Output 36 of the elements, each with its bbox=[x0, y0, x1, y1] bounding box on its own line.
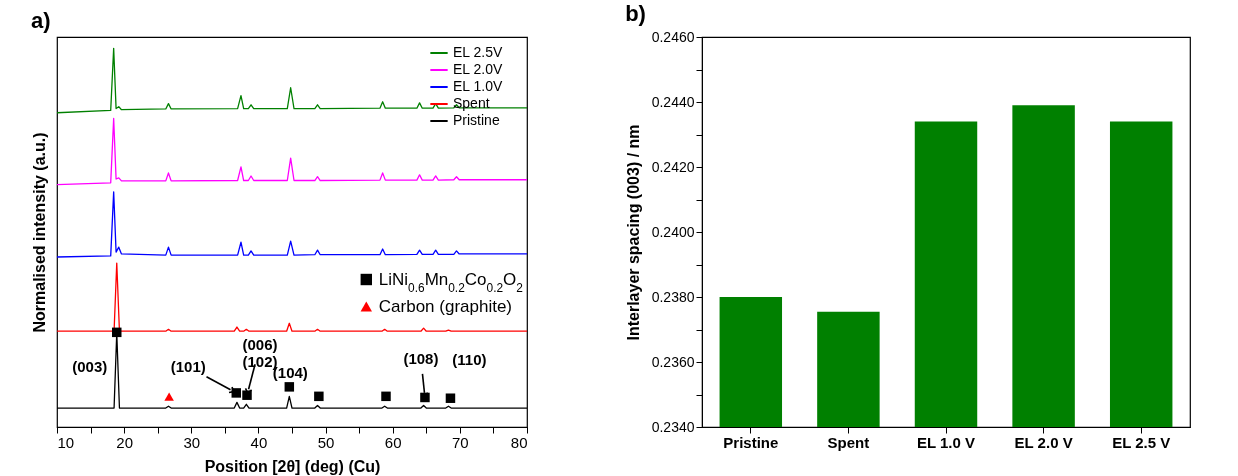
x-tick-label: 60 bbox=[384, 433, 402, 451]
y-axis-title: Interlayer spacing (003) / nm bbox=[624, 124, 642, 341]
x-tick-label: Pristine bbox=[723, 433, 779, 451]
x-tick-label: 70 bbox=[452, 433, 469, 451]
annotation: (110) bbox=[452, 351, 487, 369]
x-tick-label: 40 bbox=[250, 433, 268, 451]
x-tick-label: 80 bbox=[510, 433, 528, 451]
annotation: (108) bbox=[403, 350, 439, 368]
x-tick-label: 30 bbox=[183, 433, 201, 451]
x-tick-label: 10 bbox=[57, 433, 75, 451]
x-tick-label: EL 2.0 V bbox=[1014, 433, 1073, 451]
x-tick-label: EL 2.5 V bbox=[1112, 433, 1171, 451]
x-tick-label: 50 bbox=[317, 433, 335, 451]
legend-label: Carbon (graphite) bbox=[378, 296, 513, 316]
legend-label: Spent bbox=[453, 95, 490, 111]
y-tick-label: 0.2340 bbox=[651, 418, 695, 435]
chart-title: b) bbox=[625, 1, 646, 26]
legend-label: EL 2.5V bbox=[453, 44, 503, 60]
x-axis-title: Position [2θ] (deg) (Cu) bbox=[204, 457, 381, 475]
chart-title: a) bbox=[31, 8, 51, 33]
legend-label: EL 1.0V bbox=[453, 78, 503, 94]
y-tick-label: 0.2460 bbox=[651, 28, 695, 45]
x-tick-label: 20 bbox=[116, 433, 133, 451]
x-tick-label: EL 1.0 V bbox=[916, 433, 976, 451]
y-axis-title: Normalised intensity (a.u.) bbox=[30, 132, 48, 333]
y-tick-label: 0.2380 bbox=[651, 288, 695, 305]
legend-label: Pristine bbox=[453, 112, 500, 128]
y-tick-label: 0.2420 bbox=[651, 158, 695, 175]
y-tick-label: 0.2360 bbox=[651, 353, 695, 370]
y-tick-label: 0.2400 bbox=[651, 223, 695, 240]
legend-label: LiNi$_{0.6}$Mn$_{0.2}$Co$_{0.2}$O$_{2}$ bbox=[378, 269, 524, 295]
x-tick-label: Spent bbox=[827, 433, 870, 451]
annotation: (101) bbox=[170, 357, 206, 375]
annotation: (003) bbox=[72, 358, 108, 376]
y-tick-label: 0.2440 bbox=[651, 93, 695, 110]
legend-label: EL 2.0V bbox=[453, 61, 503, 77]
